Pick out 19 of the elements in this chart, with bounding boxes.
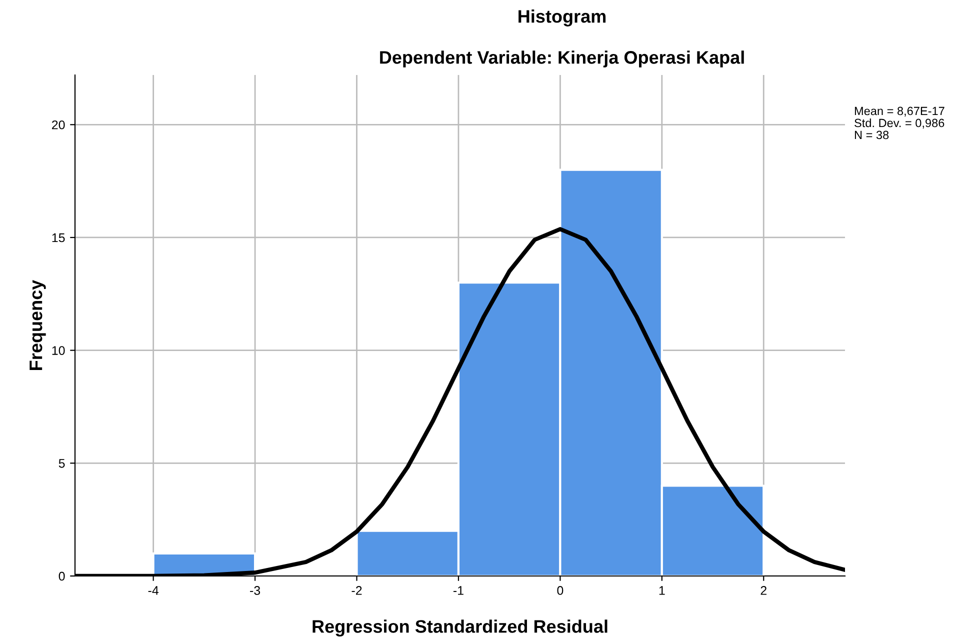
x-tick-label: 1 bbox=[659, 586, 665, 595]
x-tick-label: 2 bbox=[760, 586, 766, 595]
x-tick-label: -4 bbox=[148, 586, 159, 595]
text: N = 38 bbox=[854, 130, 889, 140]
text: Mean = 8,67E-17 bbox=[854, 106, 944, 117]
y-tick-label: 10 bbox=[52, 346, 65, 355]
x-tick-label: -1 bbox=[453, 586, 464, 595]
y-tick-label: 0 bbox=[58, 572, 65, 581]
text: Std. Dev. = 0,986 bbox=[854, 118, 944, 129]
x-axis-title: Regression Standardized Residual bbox=[312, 620, 608, 637]
chart-title: Histogram bbox=[518, 10, 606, 26]
y-axis-title: Frequency bbox=[30, 280, 46, 370]
x-tick-label: 0 bbox=[557, 586, 564, 595]
x-tick-label: -2 bbox=[352, 586, 362, 595]
y-tick-label: 15 bbox=[52, 233, 65, 242]
chart-subtitle: Dependent Variable: Kinerja Operasi Kapal bbox=[380, 50, 744, 68]
y-tick-label: 20 bbox=[52, 120, 65, 130]
x-tick-label: -3 bbox=[250, 586, 260, 595]
y-tick-label: 5 bbox=[58, 459, 65, 468]
